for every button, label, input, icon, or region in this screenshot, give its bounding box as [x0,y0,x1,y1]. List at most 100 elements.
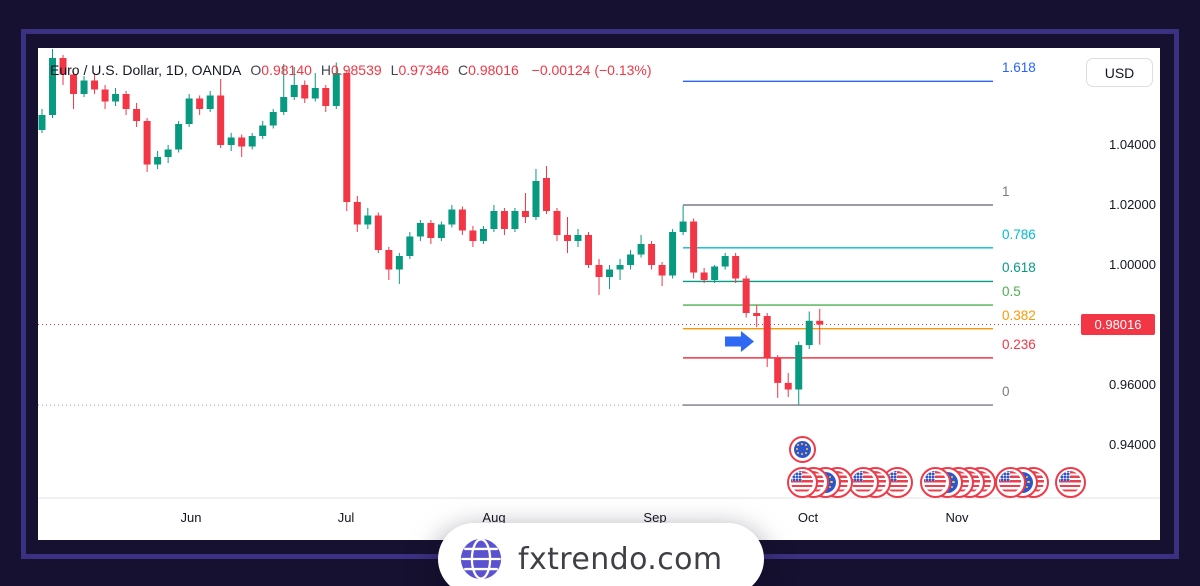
candle-body [217,95,225,145]
fib-label-0.5: 0.5 [1002,284,1021,300]
us-flag-icon[interactable] [919,466,951,498]
candle-body [679,221,687,232]
us-canton [924,471,936,482]
candle-body [112,94,120,102]
currency-button[interactable]: USD [1086,58,1153,87]
candle-body [416,223,424,237]
candle-body [427,223,435,238]
candle-body [742,278,750,313]
price-tick: 1.02000 [1109,197,1156,212]
candle-body [395,256,403,270]
candle-body [479,229,487,241]
candle-body [795,345,803,390]
candle-body [490,211,498,229]
candle-body [700,272,708,280]
month-label-Aug: Aug [482,510,506,525]
legend-key: L [390,62,399,78]
candle-body [385,250,393,270]
candle-body [774,358,782,383]
candle-body [343,73,351,202]
candle-body [637,244,645,255]
candle-body [500,211,508,229]
us-flag-icon[interactable] [1054,466,1086,498]
legend-value: 0.97346 [398,62,450,78]
fib-label-0.618: 0.618 [1002,260,1036,276]
us-canton [791,471,803,482]
fib-label-1.618: 1.618 [1002,60,1036,76]
candle-body [469,230,477,241]
candle-body [784,382,792,390]
price-tick: 1.00000 [1109,257,1156,272]
candlestick-chart[interactable] [38,48,1160,540]
candle-body [542,178,550,211]
candle-body [322,88,330,106]
fib-label-0.786: 0.786 [1002,226,1036,242]
legend-key: C [458,62,469,78]
candle-body [301,85,309,99]
chart-legend[interactable]: Euro / U.S. Dollar, 1D, OANDA O0.98140 H0.… [50,62,652,78]
candle-body [269,112,277,126]
candle-body [585,235,593,265]
candle-body [658,265,666,276]
us-canton [999,471,1011,482]
candle-body [437,224,445,238]
fib-label-0: 0 [1002,384,1010,400]
candle-body [122,94,130,109]
candle-body [721,256,729,267]
us-flag-icon[interactable] [786,466,818,498]
candle-body [175,124,183,150]
legend-value: 0.98539 [331,62,382,78]
current-price-badge: 0.98016 [1081,314,1155,336]
legend-key: H [320,62,332,78]
candle-body [364,215,372,225]
candle-body [59,58,67,75]
us-canton [1059,471,1071,482]
month-label-Sep: Sep [643,510,667,525]
month-label-Jun: Jun [180,510,202,525]
price-tick: 1.04000 [1109,137,1156,152]
candle-body [690,221,698,273]
symbol-title: Euro / U.S. Dollar, 1D, OANDA [50,62,242,78]
candle-body [553,211,561,235]
candle-body [511,211,519,229]
globe-icon [460,538,502,580]
month-label-Oct: Oct [797,510,819,525]
candle-body [332,73,340,106]
candle-body [164,149,172,157]
candle-body [353,202,361,225]
us-canton [852,471,864,482]
brand-watermark[interactable]: fxtrendo.com [438,523,764,586]
candle-body [143,121,151,165]
fib-label-0.236: 0.236 [1002,336,1036,352]
candle-body [532,181,540,217]
legend-value: 0.98140 [261,62,312,78]
candle-body [154,157,162,165]
candle-body [49,58,57,115]
candle-body [185,98,193,124]
change-value: −0.00124 (−0.13%) [531,62,652,78]
price-tick: 0.96000 [1109,377,1156,392]
candle-body [595,265,603,277]
fib-label-0.382: 0.382 [1002,307,1036,323]
candle-body [70,74,78,94]
candle-body [458,209,466,231]
candle-body [133,109,141,121]
us-flag-icon[interactable] [994,466,1026,498]
candle-body [206,95,214,109]
candle-body [564,235,571,241]
legend-value: 0.98016 [468,62,519,78]
candle-body [574,235,582,241]
candle-body [280,97,288,112]
candle-body [669,232,677,276]
candle-body [816,320,824,325]
us-flag-icon[interactable] [847,466,879,498]
candle-body [227,137,235,145]
candle-body [248,136,256,147]
candle-body [406,236,414,256]
candle-body [38,115,46,130]
eu-flag-icon[interactable] [788,435,816,463]
candle-body [238,137,246,147]
candle-body [627,254,635,265]
fib-label-1: 1 [1002,184,1010,199]
candle-body [290,85,298,97]
